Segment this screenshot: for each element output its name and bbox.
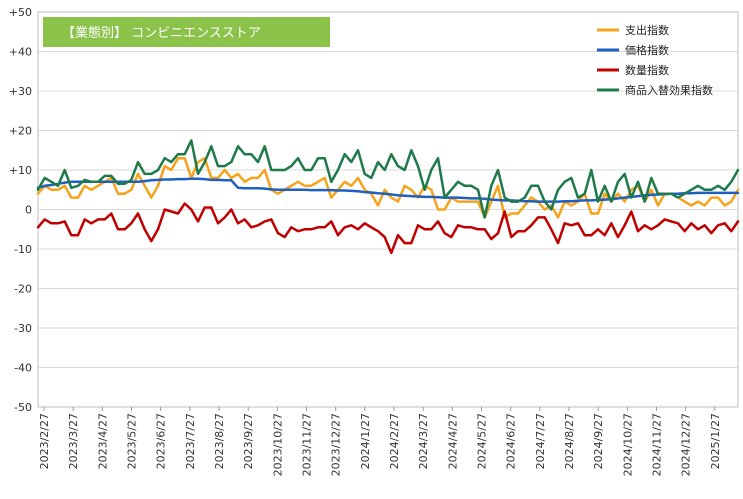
x-tick-label: 2023/5/27: [126, 413, 139, 469]
series-line-0: [36, 156, 740, 219]
y-tick-label: -30: [14, 322, 32, 335]
y-tick-label: -10: [14, 243, 32, 256]
x-tick-label: 2023/2/27: [38, 413, 51, 469]
legend-label: 価格指数: [625, 43, 669, 57]
series-line-3: [36, 139, 740, 219]
x-tick-label: 2024/9/27: [592, 413, 605, 469]
legend-label: 支出指数: [625, 23, 669, 37]
y-tick-label: -50: [14, 401, 32, 414]
axes: +50 +40 +30 +20 +10 0 -10 -20 -30 -40 -50 2023/2/27…: [9, 6, 722, 476]
series-line-2: [36, 202, 740, 255]
y-tick-label: 0: [25, 204, 32, 217]
x-tick-label: 2023/11/27: [301, 413, 314, 476]
x-tick-label: 2024/2/27: [388, 413, 401, 469]
x-tick-label: 2024/12/27: [680, 413, 693, 476]
y-tick-label: +40: [9, 46, 32, 59]
x-tick-label: 2024/8/27: [563, 413, 576, 469]
x-tick-label: 2023/9/27: [242, 413, 255, 469]
x-tick-label: 2024/11/27: [651, 413, 664, 476]
x-tick-label: 2024/4/27: [446, 413, 459, 469]
x-tick-label: 2023/10/27: [271, 413, 284, 476]
x-tick-label: 2024/3/27: [417, 413, 430, 469]
x-tick-label: 2023/8/27: [213, 413, 226, 469]
y-tick-label: -20: [14, 283, 32, 296]
grid-lines: [37, 11, 739, 408]
x-tick-label: 2024/5/27: [476, 413, 489, 469]
series-lines: [36, 139, 740, 255]
x-tick-label: 2024/6/27: [505, 413, 518, 469]
x-tick-label: 2023/4/27: [96, 413, 109, 469]
chart-title-box: 【業態別】 コンビニエンスストア: [43, 17, 330, 47]
y-tick-label: +20: [9, 125, 32, 138]
x-tick-label: 2024/10/27: [621, 413, 634, 476]
x-tick-label: 2023/7/27: [184, 413, 197, 469]
legend-label: 商品入替効果指数: [625, 83, 713, 97]
x-tick-label: 2023/6/27: [155, 413, 168, 469]
title-background: [43, 17, 330, 47]
y-tick-label: +10: [9, 164, 32, 177]
y-tick-label: -40: [14, 362, 32, 375]
chart-title: 【業態別】 コンビニエンスストア: [62, 25, 261, 41]
x-tick-label: 2025/1/27: [709, 413, 722, 469]
x-tick-label: 2024/7/27: [534, 413, 547, 469]
x-tick-label: 2023/12/27: [330, 413, 343, 476]
series-line-1: [36, 177, 740, 203]
x-tick-label: 2023/3/27: [67, 413, 80, 469]
x-tick-label: 2024/1/27: [359, 413, 372, 469]
y-tick-label: +50: [9, 6, 32, 19]
legend-label: 数量指数: [625, 63, 669, 77]
plot-border: [37, 11, 739, 408]
y-tick-label: +30: [9, 85, 32, 98]
